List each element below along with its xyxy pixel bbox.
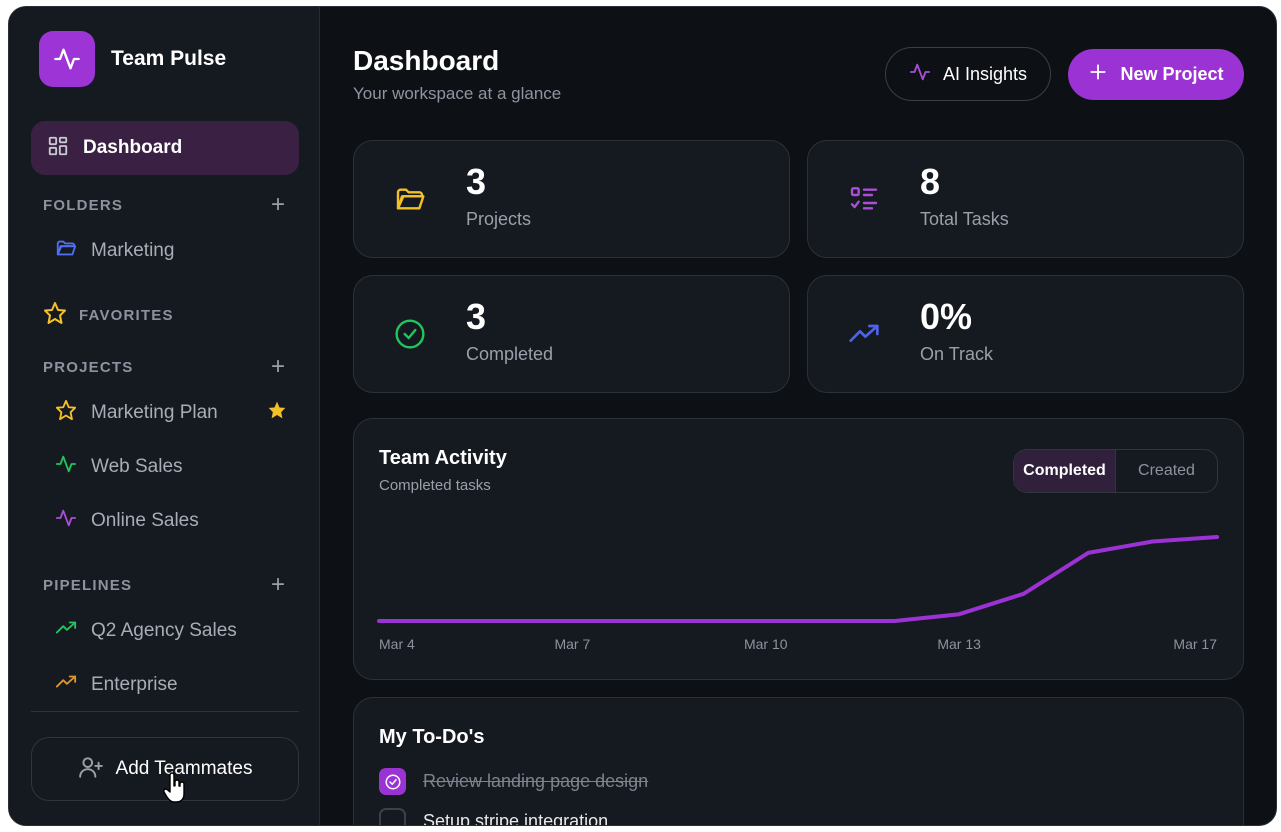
trending-up-icon — [848, 318, 880, 355]
folder-icon — [55, 237, 77, 264]
x-tick-label: Mar 17 — [1173, 636, 1217, 652]
stat-card-projects[interactable]: 3 Projects — [353, 140, 790, 258]
app-window: Team Pulse Dashboard FOLDERS + Marketing… — [8, 6, 1277, 826]
x-tick-label: Mar 4 — [379, 636, 415, 652]
activity-toggle: Completed Created — [1013, 449, 1218, 493]
sidebar-item-label: Dashboard — [83, 137, 183, 158]
pulse-icon — [909, 61, 931, 88]
add-teammates-button[interactable]: Add Teammates — [31, 737, 299, 801]
x-tick-label: Mar 10 — [744, 636, 788, 652]
stat-value: 3 — [466, 296, 487, 337]
star-outline-icon — [55, 399, 77, 426]
pipelines-section-header: PIPELINES + — [43, 573, 285, 597]
new-project-button[interactable]: New Project — [1068, 49, 1244, 100]
x-tick-label: Mar 13 — [937, 636, 981, 652]
stat-value: 3 — [466, 161, 487, 202]
sidebar-item-q2-agency-sales[interactable]: Q2 Agency Sales — [55, 617, 287, 644]
sidebar-item-label: Enterprise — [91, 673, 178, 695]
todo-checkbox[interactable] — [379, 808, 406, 825]
folder-icon — [394, 183, 426, 220]
check-circle-icon — [394, 318, 426, 355]
team-activity-card: Team Activity Completed tasks Completed … — [353, 418, 1244, 680]
stat-label: Total Tasks — [920, 209, 1009, 229]
ai-insights-button[interactable]: AI Insights — [885, 47, 1051, 101]
chart-subtitle: Completed tasks — [379, 477, 491, 494]
pulse-logo-icon — [39, 31, 95, 87]
brand-name: Team Pulse — [111, 47, 227, 70]
todo-card: My To-Do's Review landing page design Se… — [353, 697, 1244, 826]
sidebar-item-marketing-folder[interactable]: Marketing — [55, 237, 287, 264]
pulse-icon — [55, 453, 77, 480]
main-content: Dashboard Your workspace at a glance AI … — [321, 7, 1276, 825]
chart-series-line — [377, 535, 1219, 623]
star-outline-icon — [43, 301, 67, 330]
stat-card-on-track[interactable]: 0% On Track — [807, 275, 1244, 393]
todo-text: Setup stripe integration — [423, 811, 609, 826]
sidebar-item-label: Web Sales — [91, 455, 183, 477]
ai-insights-label: AI Insights — [942, 63, 1028, 84]
todo-item[interactable]: Setup stripe integration — [379, 808, 609, 826]
add-pipeline-plus-icon[interactable]: + — [270, 571, 285, 598]
task-list-icon — [848, 183, 880, 220]
stat-value: 0% — [920, 296, 973, 337]
favorites-title: FAVORITES — [79, 307, 174, 324]
sidebar-item-label: Marketing — [91, 239, 175, 261]
grid-icon — [47, 135, 69, 162]
user-plus-icon — [78, 754, 104, 785]
folders-section-header: FOLDERS + — [43, 193, 285, 217]
sidebar-item-online-sales[interactable]: Online Sales — [55, 507, 287, 534]
page-title: Dashboard — [353, 45, 500, 76]
todo-title: My To-Do's — [379, 726, 485, 748]
chart-title: Team Activity — [379, 447, 507, 469]
sidebar-item-dashboard[interactable]: Dashboard — [31, 121, 299, 175]
check-circle-icon — [385, 774, 400, 789]
hand-cursor-icon — [162, 772, 188, 809]
sidebar-item-enterprise[interactable]: Enterprise — [55, 671, 287, 698]
add-folder-plus-icon[interactable]: + — [270, 191, 285, 218]
sidebar-item-web-sales[interactable]: Web Sales — [55, 453, 287, 480]
todo-text: Review landing page design — [423, 771, 649, 791]
sidebar: Team Pulse Dashboard FOLDERS + Marketing… — [9, 7, 320, 825]
sidebar-item-label: Online Sales — [91, 509, 199, 531]
projects-title: PROJECTS — [43, 358, 134, 376]
pulse-icon — [55, 507, 77, 534]
page-subtitle: Your workspace at a glance — [353, 84, 562, 103]
add-teammates-label: Add Teammates — [115, 758, 253, 779]
stat-label: Completed — [466, 344, 554, 364]
projects-section-header: PROJECTS + — [43, 355, 285, 379]
stat-value: 8 — [920, 161, 941, 202]
stat-label: On Track — [920, 344, 994, 364]
toggle-completed[interactable]: Completed — [1014, 450, 1115, 492]
plus-icon — [1088, 62, 1108, 87]
sidebar-divider — [31, 711, 299, 712]
stat-card-completed[interactable]: 3 Completed — [353, 275, 790, 393]
add-project-plus-icon[interactable]: + — [270, 353, 285, 380]
folders-title: FOLDERS — [43, 196, 124, 214]
new-project-label: New Project — [1120, 64, 1224, 84]
sidebar-item-label: Marketing Plan — [91, 401, 218, 423]
todo-checkbox[interactable] — [379, 768, 406, 795]
activity-chart: Mar 4 Mar 7 Mar 10 Mar 13 Mar 17 — [377, 535, 1219, 652]
trending-up-icon — [55, 617, 77, 644]
favorites-section-header: FAVORITES — [43, 301, 285, 330]
todo-item[interactable]: Review landing page design — [379, 768, 648, 795]
stat-label: Projects — [466, 209, 532, 229]
x-tick-label: Mar 7 — [554, 636, 590, 652]
toggle-created[interactable]: Created — [1115, 450, 1217, 492]
sidebar-item-label: Q2 Agency Sales — [91, 619, 237, 641]
pipelines-title: PIPELINES — [43, 576, 133, 594]
brand[interactable]: Team Pulse — [39, 31, 226, 87]
favorite-star-icon[interactable] — [267, 400, 287, 425]
stat-card-total-tasks[interactable]: 8 Total Tasks — [807, 140, 1244, 258]
trending-up-icon — [55, 671, 77, 698]
sidebar-item-marketing-plan[interactable]: Marketing Plan — [55, 399, 287, 426]
